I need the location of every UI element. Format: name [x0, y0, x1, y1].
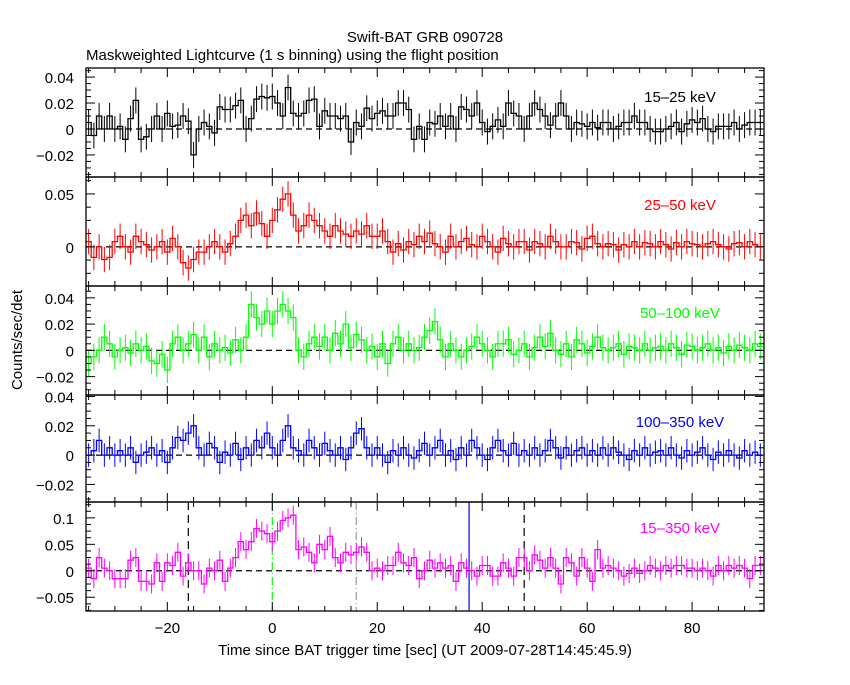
panel-4: −0.05 0 0.05 0.1 15–350 keV −20 0 20 40 60 80 [36, 501, 765, 637]
band-label: 50–100 keV [640, 305, 720, 322]
lightcurve-series [86, 193, 763, 269]
y-tick-label: −0.02 [36, 370, 74, 387]
x-tick-label: 20 [369, 620, 386, 637]
y-tick-label: 0 [66, 240, 74, 257]
y-tick-label: −0.02 [36, 477, 74, 494]
panel-0: −0.02 0 0.02 0.04 15–25 keV [36, 67, 765, 178]
x-tick-label: 40 [474, 620, 491, 637]
y-tick-label: −0.02 [36, 148, 74, 165]
x-tick-label: 60 [579, 620, 596, 637]
x-tick-label: −20 [155, 620, 180, 637]
y-tick-label: −0.05 [36, 590, 74, 607]
y-axis-label: Counts/sec/det [9, 289, 26, 390]
panel-frame [85, 394, 765, 503]
y-tick-label: 0.04 [45, 70, 74, 87]
y-tick-label: 0.05 [45, 537, 74, 554]
y-tick-label: 0.04 [45, 389, 74, 406]
panel-frame [85, 67, 765, 178]
panel-frame [85, 285, 765, 396]
y-tick-label: 0.02 [45, 96, 74, 113]
lightcurve-series [86, 86, 763, 156]
band-label: 25–50 keV [644, 197, 716, 214]
panel-1: 0 0.05 25–50 keV [45, 176, 765, 287]
y-tick-label: 0.05 [45, 187, 74, 204]
y-tick-label: 0.02 [45, 317, 74, 334]
band-label: 100–350 keV [636, 414, 724, 431]
y-tick-label: 0 [66, 448, 74, 465]
band-label: 15–350 keV [640, 520, 720, 537]
band-label: 15–25 keV [644, 89, 716, 106]
x-tick-label: 0 [268, 620, 276, 637]
y-tick-label: 0 [66, 122, 74, 139]
panel-2: −0.02 0 0.02 0.04 50–100 keV [36, 285, 765, 396]
lightcurve-series [86, 303, 763, 371]
panel-frame [85, 176, 765, 287]
y-tick-label: 0.02 [45, 419, 74, 436]
y-tick-label: 0 [66, 343, 74, 360]
panel-frame [85, 501, 765, 612]
y-tick-label: 0.1 [53, 511, 74, 528]
lightcurve-series [86, 425, 763, 464]
chart-title: Swift-BAT GRB 090728 [347, 29, 503, 46]
y-tick-label: 0.04 [45, 291, 74, 308]
x-tick-label: 80 [684, 620, 701, 637]
x-axis-label: Time since BAT trigger time [sec] (UT 20… [218, 642, 632, 659]
chart-subtitle: Maskweighted Lightcurve (1 s binning) us… [86, 47, 499, 64]
lightcurve-series [86, 514, 763, 585]
y-tick-label: 0 [66, 564, 74, 581]
panel-3: −0.02 0 0.02 0.04 100–350 keV [36, 389, 765, 503]
